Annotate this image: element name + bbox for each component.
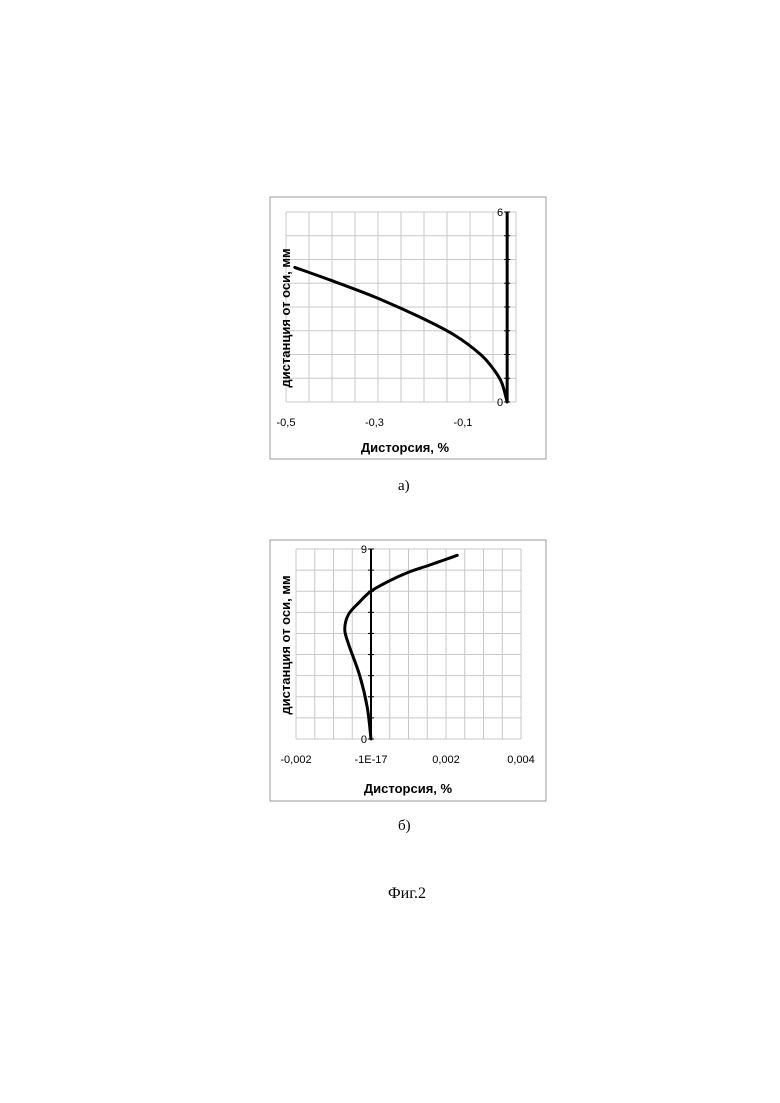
figure-caption: Фиг.2: [388, 885, 426, 903]
chart-a-frame: [270, 197, 546, 459]
chart-a: -0,5 -0,3 -0,1 0 6 Дисторсия, % дистанция о…: [270, 197, 546, 459]
a-x-tick-label: -0,3: [365, 417, 384, 429]
chart-b: -0,002 -1E-17 0,002 0,004 0 9 Дисторсия, % д…: [270, 540, 546, 801]
chart-a-xlabel: Дисторсия, %: [361, 440, 450, 455]
chart-a-panel-label: а): [398, 478, 410, 495]
b-y-tick-label: 0: [361, 734, 367, 746]
b-x-tick-label: 0,002: [432, 754, 460, 766]
chart-b-ylabel: дистанция от оси, мм: [278, 575, 293, 714]
b-y-tick-label: 9: [361, 544, 367, 556]
b-x-tick-label: -1E-17: [354, 754, 387, 766]
chart-a-ylabel: дистанция от оси, мм: [278, 248, 293, 387]
a-x-tick-label: -0,1: [453, 417, 472, 429]
b-x-tick-label: 0,004: [507, 754, 535, 766]
b-x-tick-label: -0,002: [280, 754, 311, 766]
a-y-tick-label: 6: [497, 207, 503, 219]
chart-b-panel-label: б): [398, 818, 411, 835]
chart-b-xlabel: Дисторсия, %: [364, 781, 453, 796]
a-x-tick-label: -0,5: [277, 417, 296, 429]
a-y-tick-label: 0: [497, 397, 503, 409]
